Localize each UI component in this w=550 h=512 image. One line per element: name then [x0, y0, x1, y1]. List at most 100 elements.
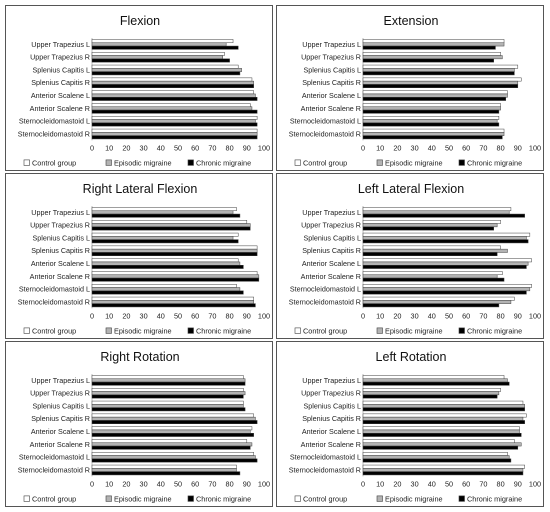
x-tick-label: 60	[462, 311, 470, 320]
x-tick-label: 90	[514, 311, 522, 320]
category-label: Splenius Capitis L	[303, 233, 361, 242]
x-tick-label: 0	[361, 143, 365, 152]
x-tick-label: 70	[208, 311, 216, 320]
legend-label: Chronic migraine	[196, 326, 251, 335]
x-tick-label: 0	[361, 311, 365, 320]
bar	[91, 97, 258, 101]
bar	[362, 300, 512, 304]
bar	[91, 90, 254, 95]
chart-title: Left Rotation	[376, 350, 447, 364]
chart-panel: Flexion Upper Trapezius L Upper Trapezius …	[5, 5, 273, 171]
bar	[91, 413, 254, 418]
bar	[91, 471, 241, 476]
bar	[362, 388, 501, 392]
bar	[362, 210, 510, 215]
category-label: Splenius Capitis R	[302, 414, 361, 423]
category-label: Splenius Capitis L	[303, 65, 361, 74]
bar	[91, 407, 246, 412]
bar	[362, 439, 515, 443]
bar	[91, 261, 241, 266]
x-tick-label: 70	[479, 311, 487, 320]
bar	[362, 52, 501, 56]
category-label: Splenius Capitis R	[31, 246, 90, 255]
x-tick-label: 70	[479, 143, 487, 152]
category-label: Anterior Scalene R	[30, 440, 90, 449]
legend-swatch	[294, 495, 301, 502]
bar	[362, 58, 494, 63]
bar	[91, 468, 237, 472]
legend-label: Episodic migraine	[114, 494, 172, 503]
bar	[362, 400, 524, 405]
legend-label: Control group	[303, 158, 347, 167]
bar	[91, 277, 260, 282]
category-label: Upper Trapezius R	[301, 221, 361, 230]
category-label: Upper Trapezius R	[30, 389, 90, 398]
bar	[91, 375, 244, 380]
bar	[362, 284, 532, 288]
legend-swatch	[458, 159, 465, 166]
legend-swatch	[187, 495, 194, 502]
x-tick-label: 80	[497, 311, 505, 320]
x-tick-label: 70	[208, 143, 216, 152]
bar	[362, 296, 515, 301]
category-label: Upper Trapezius L	[302, 40, 361, 49]
category-label: Upper Trapezius R	[30, 221, 90, 230]
chart-title: Left Lateral Flexion	[358, 182, 464, 196]
category-label: Sternocleidomastoid L	[19, 285, 90, 294]
bar	[91, 42, 227, 47]
category-label: Sternocleidomastoid R	[289, 297, 361, 306]
x-tick-label: 50	[174, 311, 182, 320]
bar	[91, 58, 230, 63]
legend-swatch	[376, 495, 383, 502]
legend-swatch	[23, 495, 30, 502]
bar	[362, 290, 527, 295]
bar	[91, 433, 254, 437]
bar	[362, 381, 510, 386]
bar	[362, 433, 522, 437]
bar	[362, 252, 498, 256]
bar	[362, 287, 531, 292]
legend-label: Episodic migraine	[385, 158, 443, 167]
bar	[362, 452, 508, 456]
bar	[91, 284, 237, 288]
bar	[91, 45, 239, 50]
bar	[91, 55, 223, 60]
bar	[91, 420, 258, 424]
bar	[362, 426, 520, 431]
category-label: Splenius Capitis R	[31, 414, 90, 423]
bar	[91, 381, 246, 386]
bar	[362, 239, 529, 244]
x-tick-label: 70	[208, 479, 216, 488]
bar	[362, 232, 531, 237]
bar	[362, 378, 508, 383]
x-tick-label: 100	[529, 311, 541, 320]
x-tick-label: 50	[174, 143, 182, 152]
category-label: Splenius Capitis L	[32, 401, 90, 410]
x-tick-label: 10	[105, 479, 113, 488]
category-label: Sternocleidomastoid L	[19, 453, 90, 462]
bar	[91, 426, 253, 431]
x-tick-label: 80	[226, 143, 234, 152]
category-label: Anterior Scalene L	[31, 259, 90, 268]
category-label: Anterior Scalene R	[301, 104, 361, 113]
bar	[91, 296, 254, 301]
bar	[91, 80, 254, 85]
bar	[91, 232, 239, 237]
bar	[362, 103, 501, 107]
chart-svg: Left Lateral Flexion Upper Trapezius L Upp…	[289, 182, 541, 335]
bar	[362, 55, 503, 60]
x-tick-label: 10	[376, 143, 384, 152]
x-tick-label: 90	[514, 143, 522, 152]
category-label: Anterior Scalene L	[31, 427, 90, 436]
bar	[91, 391, 246, 396]
legend-swatch	[376, 159, 383, 166]
bar	[91, 388, 244, 392]
bar	[362, 97, 507, 101]
chart-svg: Right Rotation Upper Trapezius L Upper Tra…	[18, 350, 270, 503]
chart-svg: Right Lateral Flexion Upper Trapezius L Up…	[18, 182, 270, 335]
bar	[362, 442, 522, 447]
bar	[91, 135, 258, 140]
legend-swatch	[294, 159, 301, 166]
bar	[91, 287, 241, 292]
bar	[91, 404, 244, 408]
